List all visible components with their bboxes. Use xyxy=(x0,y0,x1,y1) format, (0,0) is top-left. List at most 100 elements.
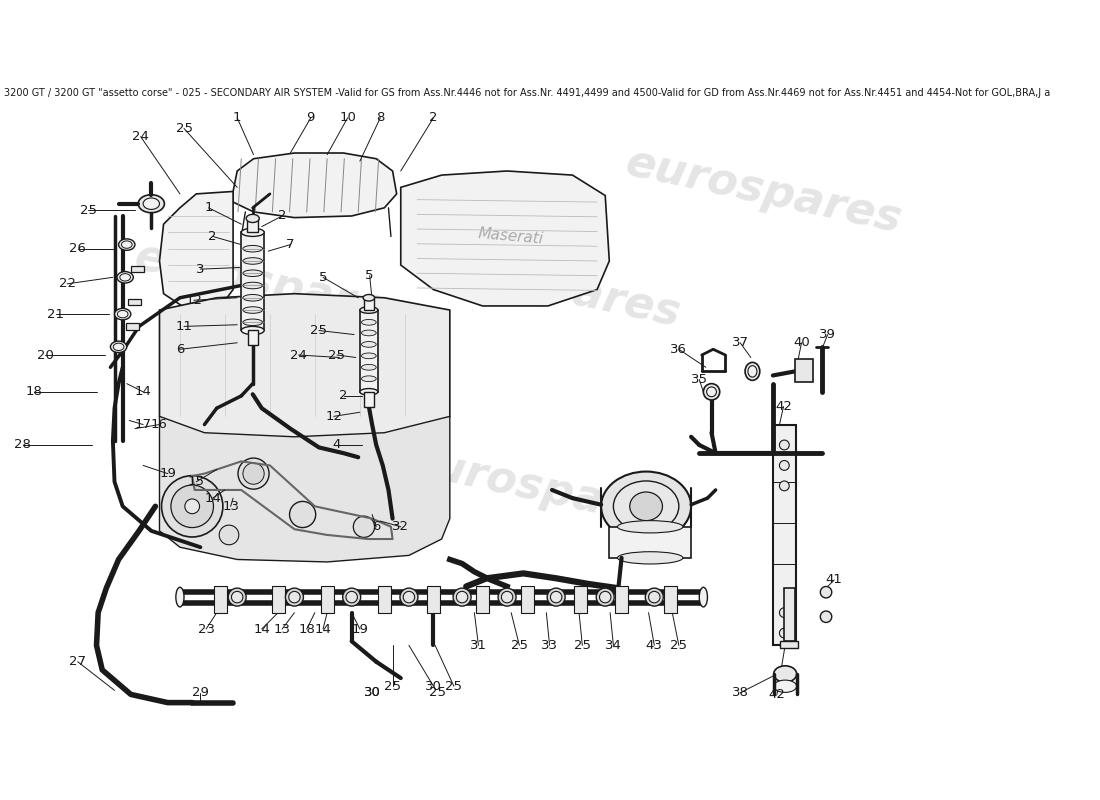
Text: 28: 28 xyxy=(14,438,31,451)
Bar xyxy=(248,330,257,346)
Text: eurospares: eurospares xyxy=(621,141,905,242)
Text: 40: 40 xyxy=(793,336,810,350)
Ellipse shape xyxy=(498,588,516,606)
Text: 13: 13 xyxy=(222,500,239,513)
Ellipse shape xyxy=(400,588,418,606)
Text: 30: 30 xyxy=(364,686,381,699)
Text: 5: 5 xyxy=(319,271,328,284)
Ellipse shape xyxy=(362,342,376,347)
Ellipse shape xyxy=(700,587,707,607)
Text: 3: 3 xyxy=(196,262,205,276)
Text: 25: 25 xyxy=(670,639,688,652)
Ellipse shape xyxy=(228,588,246,606)
Text: 15: 15 xyxy=(188,475,205,488)
Ellipse shape xyxy=(821,611,832,622)
Text: 43: 43 xyxy=(646,639,662,652)
Text: 25: 25 xyxy=(574,639,591,652)
Text: 1: 1 xyxy=(233,111,241,124)
Ellipse shape xyxy=(288,591,300,603)
Ellipse shape xyxy=(243,246,263,252)
Text: 23: 23 xyxy=(198,622,214,635)
Text: 14: 14 xyxy=(134,386,152,398)
Ellipse shape xyxy=(353,516,375,538)
Ellipse shape xyxy=(238,458,270,489)
Text: 25: 25 xyxy=(446,680,462,693)
Bar xyxy=(241,232,264,330)
Ellipse shape xyxy=(289,502,316,527)
Ellipse shape xyxy=(246,214,260,222)
Ellipse shape xyxy=(243,270,263,277)
Text: 9: 9 xyxy=(307,111,315,124)
Text: 8: 8 xyxy=(376,111,385,124)
Ellipse shape xyxy=(346,591,358,603)
Ellipse shape xyxy=(617,552,683,564)
Ellipse shape xyxy=(596,588,614,606)
Ellipse shape xyxy=(243,463,264,484)
Ellipse shape xyxy=(285,588,304,606)
Bar xyxy=(214,586,228,613)
Text: 13: 13 xyxy=(274,622,290,635)
Ellipse shape xyxy=(456,591,468,603)
Ellipse shape xyxy=(780,628,789,638)
Text: 37: 37 xyxy=(732,336,749,350)
Bar xyxy=(521,586,535,613)
Ellipse shape xyxy=(821,586,832,598)
Ellipse shape xyxy=(241,228,264,237)
Ellipse shape xyxy=(773,666,796,682)
Text: 25: 25 xyxy=(329,349,345,362)
Ellipse shape xyxy=(453,588,471,606)
Text: 42: 42 xyxy=(769,688,785,701)
Text: eurospares: eurospares xyxy=(400,235,685,335)
Text: 3200 GT / 3200 GT "assetto corse" - 025 - SECONDARY AIR SYSTEM -Valid for GS fro: 3200 GT / 3200 GT "assetto corse" - 025 … xyxy=(4,87,1050,98)
Text: 2: 2 xyxy=(278,210,286,222)
Ellipse shape xyxy=(243,258,263,264)
Ellipse shape xyxy=(110,341,126,353)
Ellipse shape xyxy=(114,308,131,320)
Ellipse shape xyxy=(630,492,662,521)
Text: 6: 6 xyxy=(372,520,381,534)
Bar xyxy=(615,586,628,613)
Ellipse shape xyxy=(362,319,376,325)
Bar xyxy=(795,359,813,382)
Text: 18: 18 xyxy=(298,622,315,635)
Bar xyxy=(378,586,390,613)
Text: 26: 26 xyxy=(69,242,86,255)
Text: 20: 20 xyxy=(36,349,54,362)
Text: 16: 16 xyxy=(151,418,168,431)
Ellipse shape xyxy=(243,319,263,326)
Text: 24: 24 xyxy=(290,349,307,362)
Text: 19: 19 xyxy=(160,467,176,480)
Ellipse shape xyxy=(600,591,610,603)
Ellipse shape xyxy=(117,271,133,283)
Ellipse shape xyxy=(118,310,128,318)
Ellipse shape xyxy=(362,353,376,358)
Ellipse shape xyxy=(119,239,135,250)
Text: 7: 7 xyxy=(286,238,295,251)
Text: 34: 34 xyxy=(605,639,621,652)
Ellipse shape xyxy=(113,343,124,350)
Text: 25: 25 xyxy=(429,686,447,699)
Ellipse shape xyxy=(614,481,679,532)
Ellipse shape xyxy=(773,680,796,692)
Ellipse shape xyxy=(343,588,361,606)
Bar xyxy=(574,586,587,613)
Ellipse shape xyxy=(601,471,691,541)
Text: 19: 19 xyxy=(351,622,369,635)
Bar xyxy=(427,586,440,613)
Ellipse shape xyxy=(241,326,264,334)
Text: 24: 24 xyxy=(132,130,150,143)
Ellipse shape xyxy=(170,485,213,527)
Text: 11: 11 xyxy=(176,320,192,333)
Ellipse shape xyxy=(243,306,263,314)
Ellipse shape xyxy=(617,521,683,533)
Ellipse shape xyxy=(780,608,789,618)
Ellipse shape xyxy=(502,591,513,603)
Text: 36: 36 xyxy=(670,342,688,356)
Text: 2: 2 xyxy=(429,111,438,124)
Bar xyxy=(129,298,142,305)
Ellipse shape xyxy=(185,499,199,514)
Ellipse shape xyxy=(748,366,757,377)
Text: 33: 33 xyxy=(541,639,558,652)
Ellipse shape xyxy=(143,198,160,210)
Text: 38: 38 xyxy=(732,686,749,699)
